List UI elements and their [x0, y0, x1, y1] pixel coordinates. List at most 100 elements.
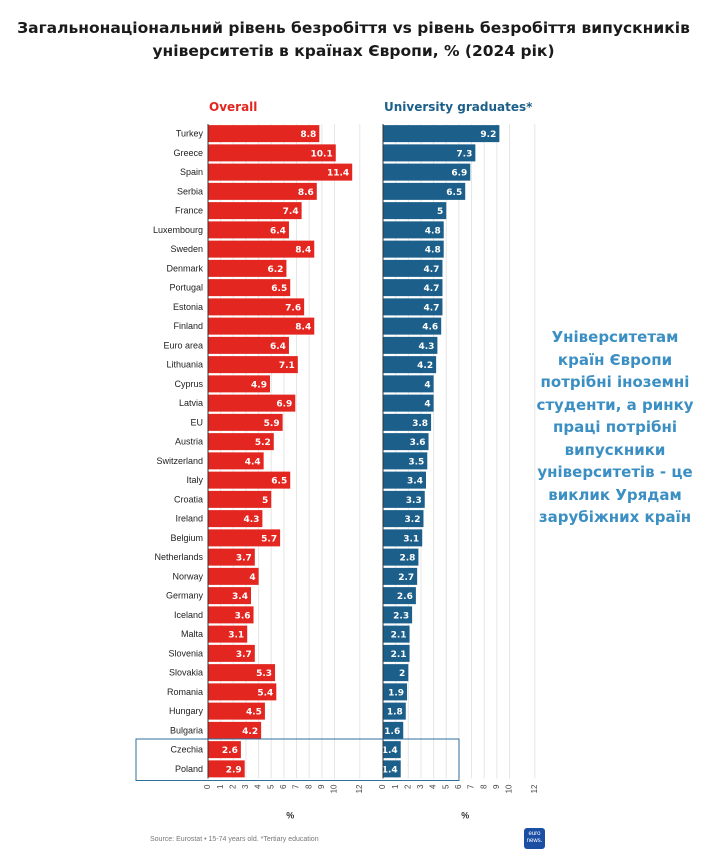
graduates-value-label: 2.3: [393, 611, 409, 621]
graduates-bar: [383, 548, 419, 566]
category-label: Turkey: [176, 129, 204, 139]
overall-value-label: 5.2: [255, 438, 271, 448]
category-label: Estonia: [173, 302, 203, 312]
overall-value-label: 3.7: [236, 650, 252, 660]
graduates-value-label: 4.3: [418, 342, 434, 352]
overall-bar: [208, 741, 241, 759]
category-label: Czechia: [170, 745, 203, 755]
overall-tick-label: 7: [292, 784, 301, 789]
overall-bar: [208, 644, 255, 662]
overall-value-label: 5.9: [264, 419, 280, 429]
graduates-value-label: 3.3: [406, 496, 422, 506]
category-label: Malta: [181, 629, 203, 639]
overall-value-label: 4.5: [246, 708, 262, 718]
category-label: Slovakia: [169, 668, 203, 678]
category-label: Portugal: [169, 283, 203, 293]
category-label: Latvia: [179, 398, 203, 408]
overall-tick-label: 1: [216, 784, 225, 789]
overall-bar: [208, 625, 248, 643]
overall-tick-label: 4: [254, 784, 263, 789]
overall-bar: [208, 182, 317, 200]
category-label: Switzerland: [156, 456, 203, 466]
overall-bar: [208, 413, 283, 431]
category-label: Serbia: [177, 186, 203, 196]
category-label: Slovenia: [168, 648, 203, 658]
graduates-bar: [383, 529, 423, 547]
chart-title: Загальнонаціональний рівень безробіття v…: [0, 17, 707, 63]
overall-tick-label: 2: [228, 784, 237, 789]
overall-bar: [208, 490, 272, 508]
overall-value-label: 10.1: [311, 149, 333, 159]
graduates-value-label: 3.5: [408, 457, 424, 467]
graduates-bar: [383, 125, 500, 143]
overall-bar: [208, 279, 291, 297]
title-line-2: університетів в країнах Європи, % (2024 …: [152, 42, 555, 60]
graduates-value-label: 3.6: [410, 438, 426, 448]
graduates-bar: [383, 471, 427, 489]
graduates-bar: [383, 644, 410, 662]
graduates-tick-label: 9: [492, 784, 501, 789]
graduates-value-label: 9.2: [480, 130, 496, 140]
category-label: Ireland: [175, 514, 203, 524]
graduates-value-label: 2.8: [399, 554, 415, 564]
graduates-bar: [383, 510, 424, 528]
highlight-box: [135, 738, 460, 781]
overall-bar: [208, 510, 263, 528]
overall-value-label: 5.4: [257, 688, 273, 698]
graduates-value-label: 1.6: [384, 727, 400, 737]
graduates-bar: [383, 317, 442, 335]
overall-tick-label: 8: [304, 784, 313, 789]
graduates-tick-label: 6: [454, 784, 463, 789]
graduates-tick-label: 5: [441, 784, 450, 789]
category-label: Spain: [180, 167, 203, 177]
overall-bar: [208, 336, 289, 354]
graduates-bar: [383, 625, 410, 643]
graduates-value-label: 4.7: [424, 265, 440, 275]
category-label: Cyprus: [174, 379, 203, 389]
overall-value-label: 7.4: [283, 207, 299, 217]
overall-value-label: 5.7: [261, 534, 277, 544]
overall-value-label: 3.7: [236, 554, 252, 564]
graduates-bar: [383, 433, 429, 451]
category-label: Germany: [166, 591, 204, 601]
overall-bar: [208, 567, 259, 585]
overall-value-label: 6.4: [270, 226, 286, 236]
graduates-bar: [383, 375, 434, 393]
graduates-tick-label: 1: [391, 784, 400, 789]
overall-value-label: 8.4: [295, 323, 311, 333]
category-label: Croatia: [174, 494, 203, 504]
overall-value-label: 3.4: [232, 592, 248, 602]
graduates-value-label: 2: [399, 669, 405, 679]
graduates-bar: [383, 587, 416, 605]
category-label: Iceland: [174, 610, 203, 620]
graduates-value-label: 1.8: [387, 708, 403, 718]
overall-value-label: 4.9: [251, 380, 267, 390]
graduates-value-label: 4: [424, 400, 430, 410]
overall-bar: [208, 125, 320, 143]
graduates-bar: [383, 202, 447, 220]
graduates-tick-label: 10: [505, 784, 514, 793]
overall-tick-label: 0: [203, 784, 212, 789]
overall-bar: [208, 548, 255, 566]
overall-bar: [208, 683, 277, 701]
overall-tick-label: 5: [266, 784, 275, 789]
overall-value-label: 6.2: [267, 265, 283, 275]
category-label: Greece: [173, 148, 203, 158]
overall-tick-label: 10: [330, 784, 339, 793]
graduates-bar: [383, 356, 437, 374]
graduates-bar: [383, 240, 444, 258]
category-label: Belgium: [170, 533, 203, 543]
overall-bar: [208, 702, 265, 720]
overall-value-label: 2.6: [222, 746, 238, 756]
overall-value-label: 4.4: [245, 457, 261, 467]
graduates-bar: [383, 336, 438, 354]
graduates-value-label: 4.8: [425, 246, 441, 256]
graduates-tick-label: 2: [403, 784, 412, 789]
overall-bar: [208, 606, 254, 624]
graduates-bar: [383, 664, 409, 682]
graduates-bar: [383, 413, 432, 431]
overall-value-label: 4.3: [243, 515, 259, 525]
overall-tick-label: 6: [279, 784, 288, 789]
overall-bar: [208, 664, 276, 682]
